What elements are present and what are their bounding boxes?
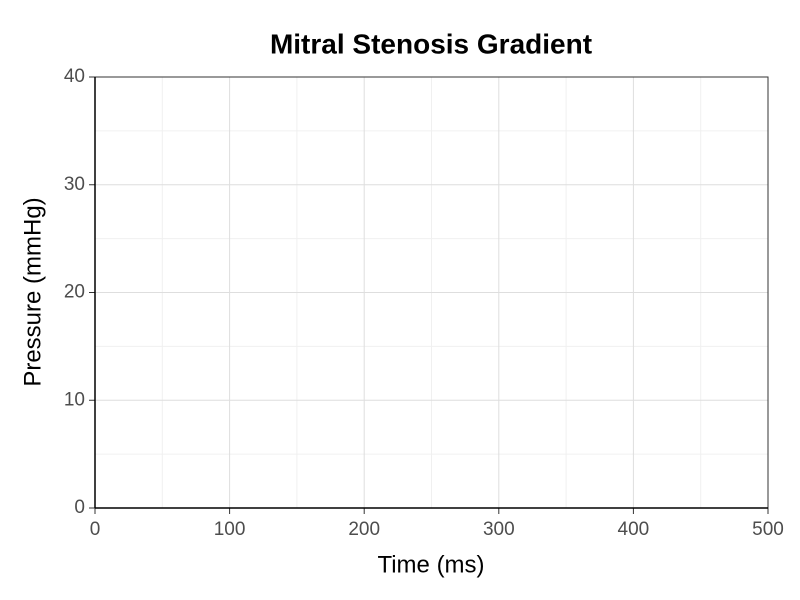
x-tick-label: 300 <box>483 519 515 540</box>
y-tick-label: 30 <box>64 174 85 195</box>
chart-title: Mitral Stenosis Gradient <box>270 28 592 59</box>
x-tick-label: 400 <box>618 519 650 540</box>
x-tick-label: 100 <box>214 519 246 540</box>
y-tick-label: 20 <box>64 282 85 303</box>
x-axis-title: Time (ms) <box>377 551 484 578</box>
x-tick-label: 200 <box>348 519 380 540</box>
y-tick-label: 40 <box>64 66 85 87</box>
x-tick-label: 0 <box>90 519 101 540</box>
x-tick-label: 500 <box>752 519 784 540</box>
y-tick-label: 0 <box>74 497 85 518</box>
y-tick-label: 10 <box>64 389 85 410</box>
y-axis-title: Pressure (mmHg) <box>19 197 46 386</box>
